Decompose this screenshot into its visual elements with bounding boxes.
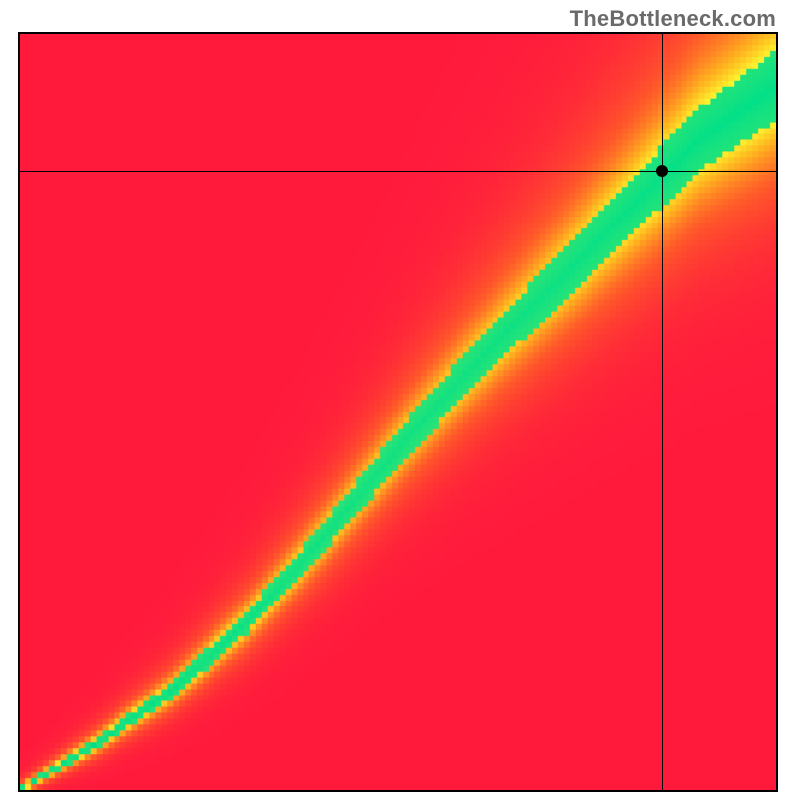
chart-container: TheBottleneck.com xyxy=(0,0,800,800)
watermark-text: TheBottleneck.com xyxy=(570,6,776,32)
crosshair-vertical xyxy=(662,34,663,790)
marker-point xyxy=(656,165,668,177)
plot-frame xyxy=(18,32,778,792)
